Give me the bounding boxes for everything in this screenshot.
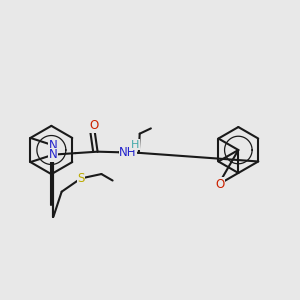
- Text: N: N: [49, 139, 58, 152]
- Text: H: H: [131, 140, 140, 150]
- Text: NH: NH: [119, 146, 137, 159]
- Text: O: O: [89, 119, 99, 132]
- Text: S: S: [77, 172, 85, 185]
- Text: O: O: [215, 178, 224, 191]
- Text: N: N: [49, 148, 58, 161]
